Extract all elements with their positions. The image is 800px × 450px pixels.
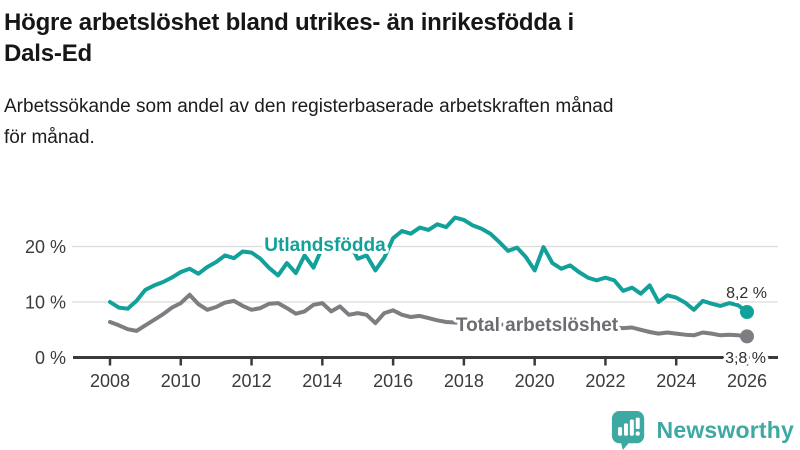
y-tick-label-10: 10 % [25,293,66,313]
x-tick-label-2010: 2010 [161,371,201,391]
x-tick-label-2022: 2022 [585,371,625,391]
x-tick-label-2012: 2012 [232,371,272,391]
x-tick-label-2016: 2016 [373,371,413,391]
newsworthy-wordmark: Newsworthy [656,416,794,443]
chart-title: Högre arbetslöshet bland utrikes- än inr… [0,0,764,69]
chart-subtitle: Arbetssökande som andel av den registerb… [0,69,800,153]
chart-title-line-2: Dals-Ed [4,40,92,67]
x-tick-label-2024: 2024 [656,371,696,391]
x-tick-label-2020: 2020 [515,371,555,391]
series-label-0: Utlandsfödda [264,235,386,256]
series-label-1: Total arbetslöshet [456,315,619,336]
chart-title-line-1: Högre arbetslöshet bland utrikes- än inr… [4,9,574,36]
x-tick-label-2008: 2008 [90,371,130,391]
chart-subtitle-line-2: för månad. [4,127,95,148]
newsworthy-logo[interactable]: Newsworthy [610,410,794,450]
series-end-dot-0 [740,304,754,319]
x-tick-label-2014: 2014 [302,371,342,391]
end-value-label-1: 3,8 % [725,350,766,367]
y-tick-label-0: 0 % [35,348,66,368]
newsworthy-bubble-chart-icon [611,411,644,450]
end-value-label-0: 8,2 % [726,285,767,302]
y-tick-label-20: 20 % [25,237,66,257]
series-line-1 [108,292,749,339]
series-line-0 [108,215,749,314]
x-tick-label-2026: 2026 [727,371,767,391]
chart-subtitle-line-1: Arbetssökande som andel av den registerb… [4,96,614,117]
series-end-dot-1 [740,329,754,344]
x-tick-label-2018: 2018 [444,371,484,391]
